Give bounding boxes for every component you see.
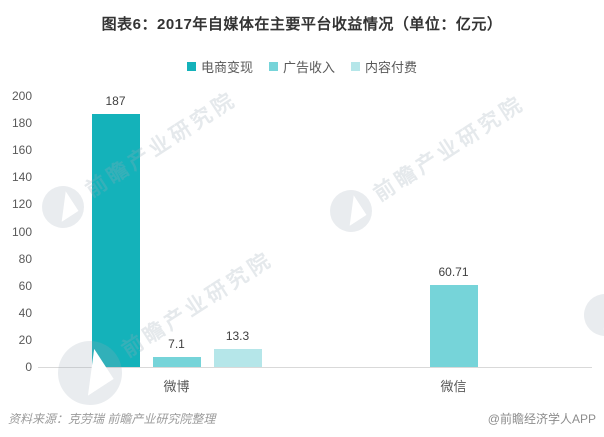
bar (152, 357, 201, 367)
y-tick-label: 120 (11, 197, 32, 212)
y-tick-label: 200 (11, 89, 32, 103)
legend-swatch-icon (351, 62, 360, 71)
y-tick-label: 20 (18, 332, 32, 347)
bar-value-label: 7.1 (168, 337, 185, 352)
legend-item: 广告收入 (268, 57, 335, 76)
footer-source: 资料来源：克劳瑞 前瞻产业研究院整理 (8, 412, 216, 426)
bar-value-label: 13.3 (225, 328, 250, 343)
legend-swatch-icon (268, 62, 278, 71)
legend-item: 电商变现 (186, 57, 253, 76)
y-tick-label: 0 (25, 360, 32, 374)
y-tick-label: 140 (11, 170, 32, 185)
chart-title: 图表6：2017年自媒体在主要平台收益情况（单位：亿元） (101, 16, 503, 33)
bar (213, 348, 262, 367)
legend: 电商变现 广告收入 内容付费 (0, 57, 604, 76)
legend-label: 内容付费 (365, 60, 418, 75)
bar-value-label: 187 (105, 93, 126, 108)
x-category-label: 微博 (163, 379, 190, 394)
x-category-label: 微信 (440, 379, 467, 394)
y-tick-label: 160 (11, 143, 32, 158)
y-tick-label: 180 (11, 116, 32, 131)
bar (429, 284, 478, 367)
legend-label: 广告收入 (282, 60, 335, 75)
legend-label: 电商变现 (200, 60, 253, 75)
legend-item: 内容付费 (351, 57, 417, 76)
y-tick-label: 100 (11, 224, 32, 239)
y-tick-label: 80 (18, 251, 32, 266)
y-tick-label: 60 (18, 278, 32, 293)
y-tick-label: 40 (18, 305, 32, 320)
bar (91, 113, 140, 367)
footer-credit: @前瞻经济学人APP (487, 412, 596, 426)
legend-swatch-icon (186, 62, 196, 71)
bar-value-label: 60.71 (438, 264, 469, 279)
x-axis-line (38, 367, 592, 368)
